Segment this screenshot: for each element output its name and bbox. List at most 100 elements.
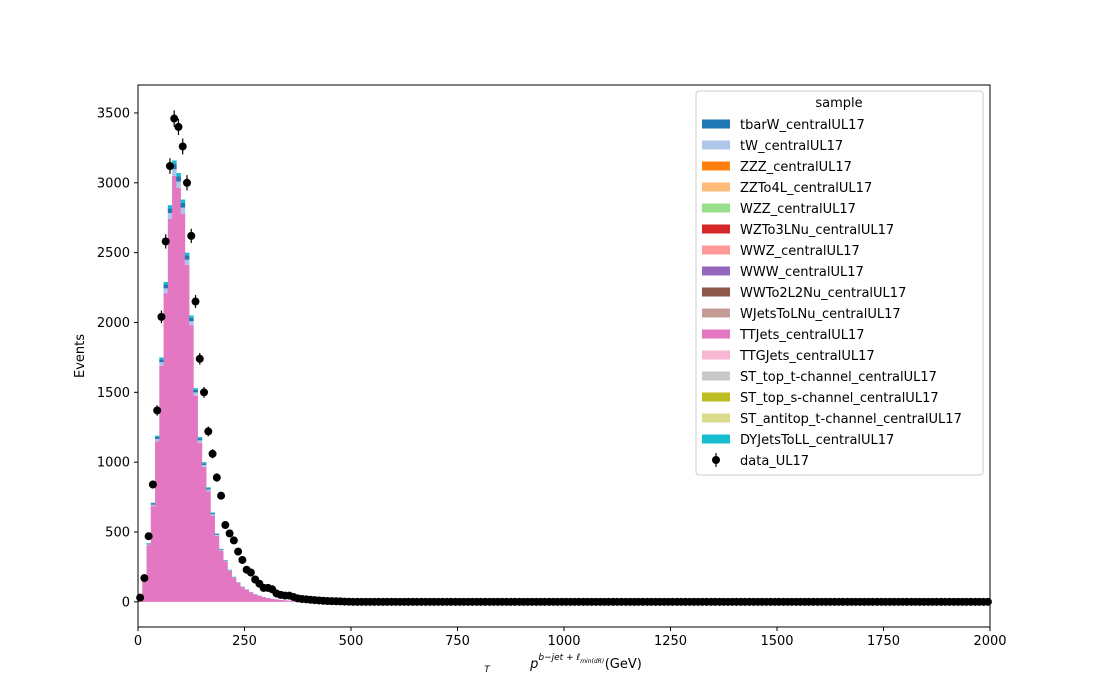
mc-bar-segment: [176, 181, 181, 189]
data-point: [178, 142, 187, 151]
data-point: [212, 473, 221, 482]
y-tick-label: 1000: [97, 456, 130, 471]
mc-bar-segment: [184, 255, 190, 260]
data-point: [983, 597, 992, 606]
mc-bar-segment: [146, 543, 152, 545]
data-point: [157, 312, 166, 321]
mc-bar-segment: [282, 600, 288, 602]
mc-bar-segment: [193, 392, 198, 396]
mc-bar-segment: [163, 284, 169, 289]
x-tick-label: 0: [134, 634, 142, 649]
mc-bar-segment: [197, 438, 203, 441]
mc-bar-segment: [159, 362, 164, 366]
mc-bar-segment: [210, 512, 215, 514]
mc-bar-segment: [201, 467, 207, 602]
y-tick-label: 500: [105, 526, 130, 541]
legend-swatch: [702, 413, 730, 423]
mc-bar-segment: [197, 442, 203, 602]
mc-bar-segment: [189, 317, 194, 322]
x-tick-label: 1250: [654, 634, 687, 649]
mc-bar-segment: [146, 545, 152, 602]
mc-bar-segment: [146, 544, 152, 546]
data-point: [174, 122, 183, 131]
mc-bar-segment: [155, 441, 160, 602]
data-point: [153, 406, 162, 415]
mc-bar-segment: [201, 464, 207, 468]
data-point: [238, 555, 247, 564]
mc-bar-segment: [167, 213, 173, 220]
mc-bar-segment: [189, 321, 194, 326]
mc-bar-segment: [172, 169, 177, 176]
data-point: [161, 237, 170, 246]
mc-bar-segment: [180, 213, 186, 602]
data-point: [225, 529, 234, 538]
data-point: [136, 593, 145, 602]
y-tick-label: 3500: [97, 106, 130, 121]
mc-bar-segment: [193, 395, 198, 602]
legend-title: sample: [815, 96, 862, 111]
mc-bar-segment: [155, 436, 160, 439]
y-tick-label: 2500: [97, 246, 130, 261]
legend-label: tW_centralUL17: [740, 139, 843, 154]
data-point: [187, 231, 196, 240]
legend-label: ST_antitop_t-channel_centralUL17: [740, 412, 962, 427]
mc-bar-segment: [244, 589, 250, 602]
mc-bar-segment: [206, 491, 211, 602]
mc-bar-segment: [150, 504, 156, 507]
legend-entries: tbarW_centralUL17 tW_centralUL17 ZZZ_centr…: [702, 118, 962, 469]
mc-bar-segment: [257, 595, 262, 602]
mc-bar-segment: [172, 160, 177, 164]
mc-bar-segment: [206, 487, 211, 489]
mc-bar-segment: [184, 252, 190, 256]
legend-label: tbarW_centralUL17: [740, 118, 865, 133]
y-tick-label: 0: [122, 595, 130, 610]
legend-label: WWW_centralUL17: [740, 265, 864, 280]
mc-bar-segment: [150, 506, 156, 602]
legend-swatch: [702, 308, 730, 318]
data-point: [144, 532, 153, 541]
mc-bar-segment: [163, 281, 169, 285]
legend-box: [695, 90, 984, 476]
mc-bar-segment: [155, 435, 160, 437]
data-point: [148, 480, 157, 489]
data-point: [229, 536, 238, 545]
x-tick-label: 1750: [867, 634, 900, 649]
data-point: [234, 547, 243, 556]
data-point: [221, 521, 230, 530]
mc-bar-segment: [218, 549, 224, 550]
mc-bar-segment: [197, 437, 203, 439]
mc-bar-segment: [150, 502, 156, 504]
data-point: [165, 162, 174, 171]
x-tick-label: 1000: [547, 634, 580, 649]
legend-label: WZZ_centralUL17: [740, 202, 856, 217]
legend-marker: [712, 456, 720, 464]
mc-bar-segment: [287, 600, 292, 602]
mc-bar-segment: [193, 389, 198, 393]
mc-bar-segment: [167, 205, 173, 209]
mc-bar-segment: [261, 597, 267, 602]
mc-bar-segment: [155, 438, 160, 442]
legend-label: ZZTo4L_centralUL17: [740, 181, 872, 196]
x-axis-label-sup-sub: min(dR): [580, 658, 604, 665]
mc-bar-segment: [278, 599, 284, 602]
y-axis-label: Events: [73, 334, 88, 378]
x-axis-ticks: 0 250 500 750 1000 1250 1500 1750 2000: [134, 627, 1007, 649]
x-axis-label-main: p: [529, 657, 538, 672]
mc-bar-segment: [291, 600, 296, 602]
x-axis-label: pb−jet + ℓmin(dR) T (GeV): [484, 653, 642, 675]
x-tick-label: 500: [339, 634, 364, 649]
y-axis-ticks: 0 500 1000 1500 2000 2500 3000 3500: [97, 106, 138, 610]
data-point: [208, 449, 217, 458]
data-point: [191, 297, 200, 306]
mc-bar-segment: [206, 489, 211, 492]
mc-bar-segment: [270, 598, 275, 602]
mc-bar-segment: [265, 598, 271, 602]
mc-bar-segment: [210, 514, 215, 516]
mc-bar-segment: [197, 440, 203, 443]
x-axis-label-unit: (GeV): [605, 657, 642, 672]
mc-bar-segment: [163, 288, 169, 294]
legend-label: data_UL17: [740, 454, 809, 469]
legend-swatch: [702, 329, 730, 339]
mc-bar-segment: [176, 176, 181, 182]
legend-swatch: [702, 266, 730, 276]
